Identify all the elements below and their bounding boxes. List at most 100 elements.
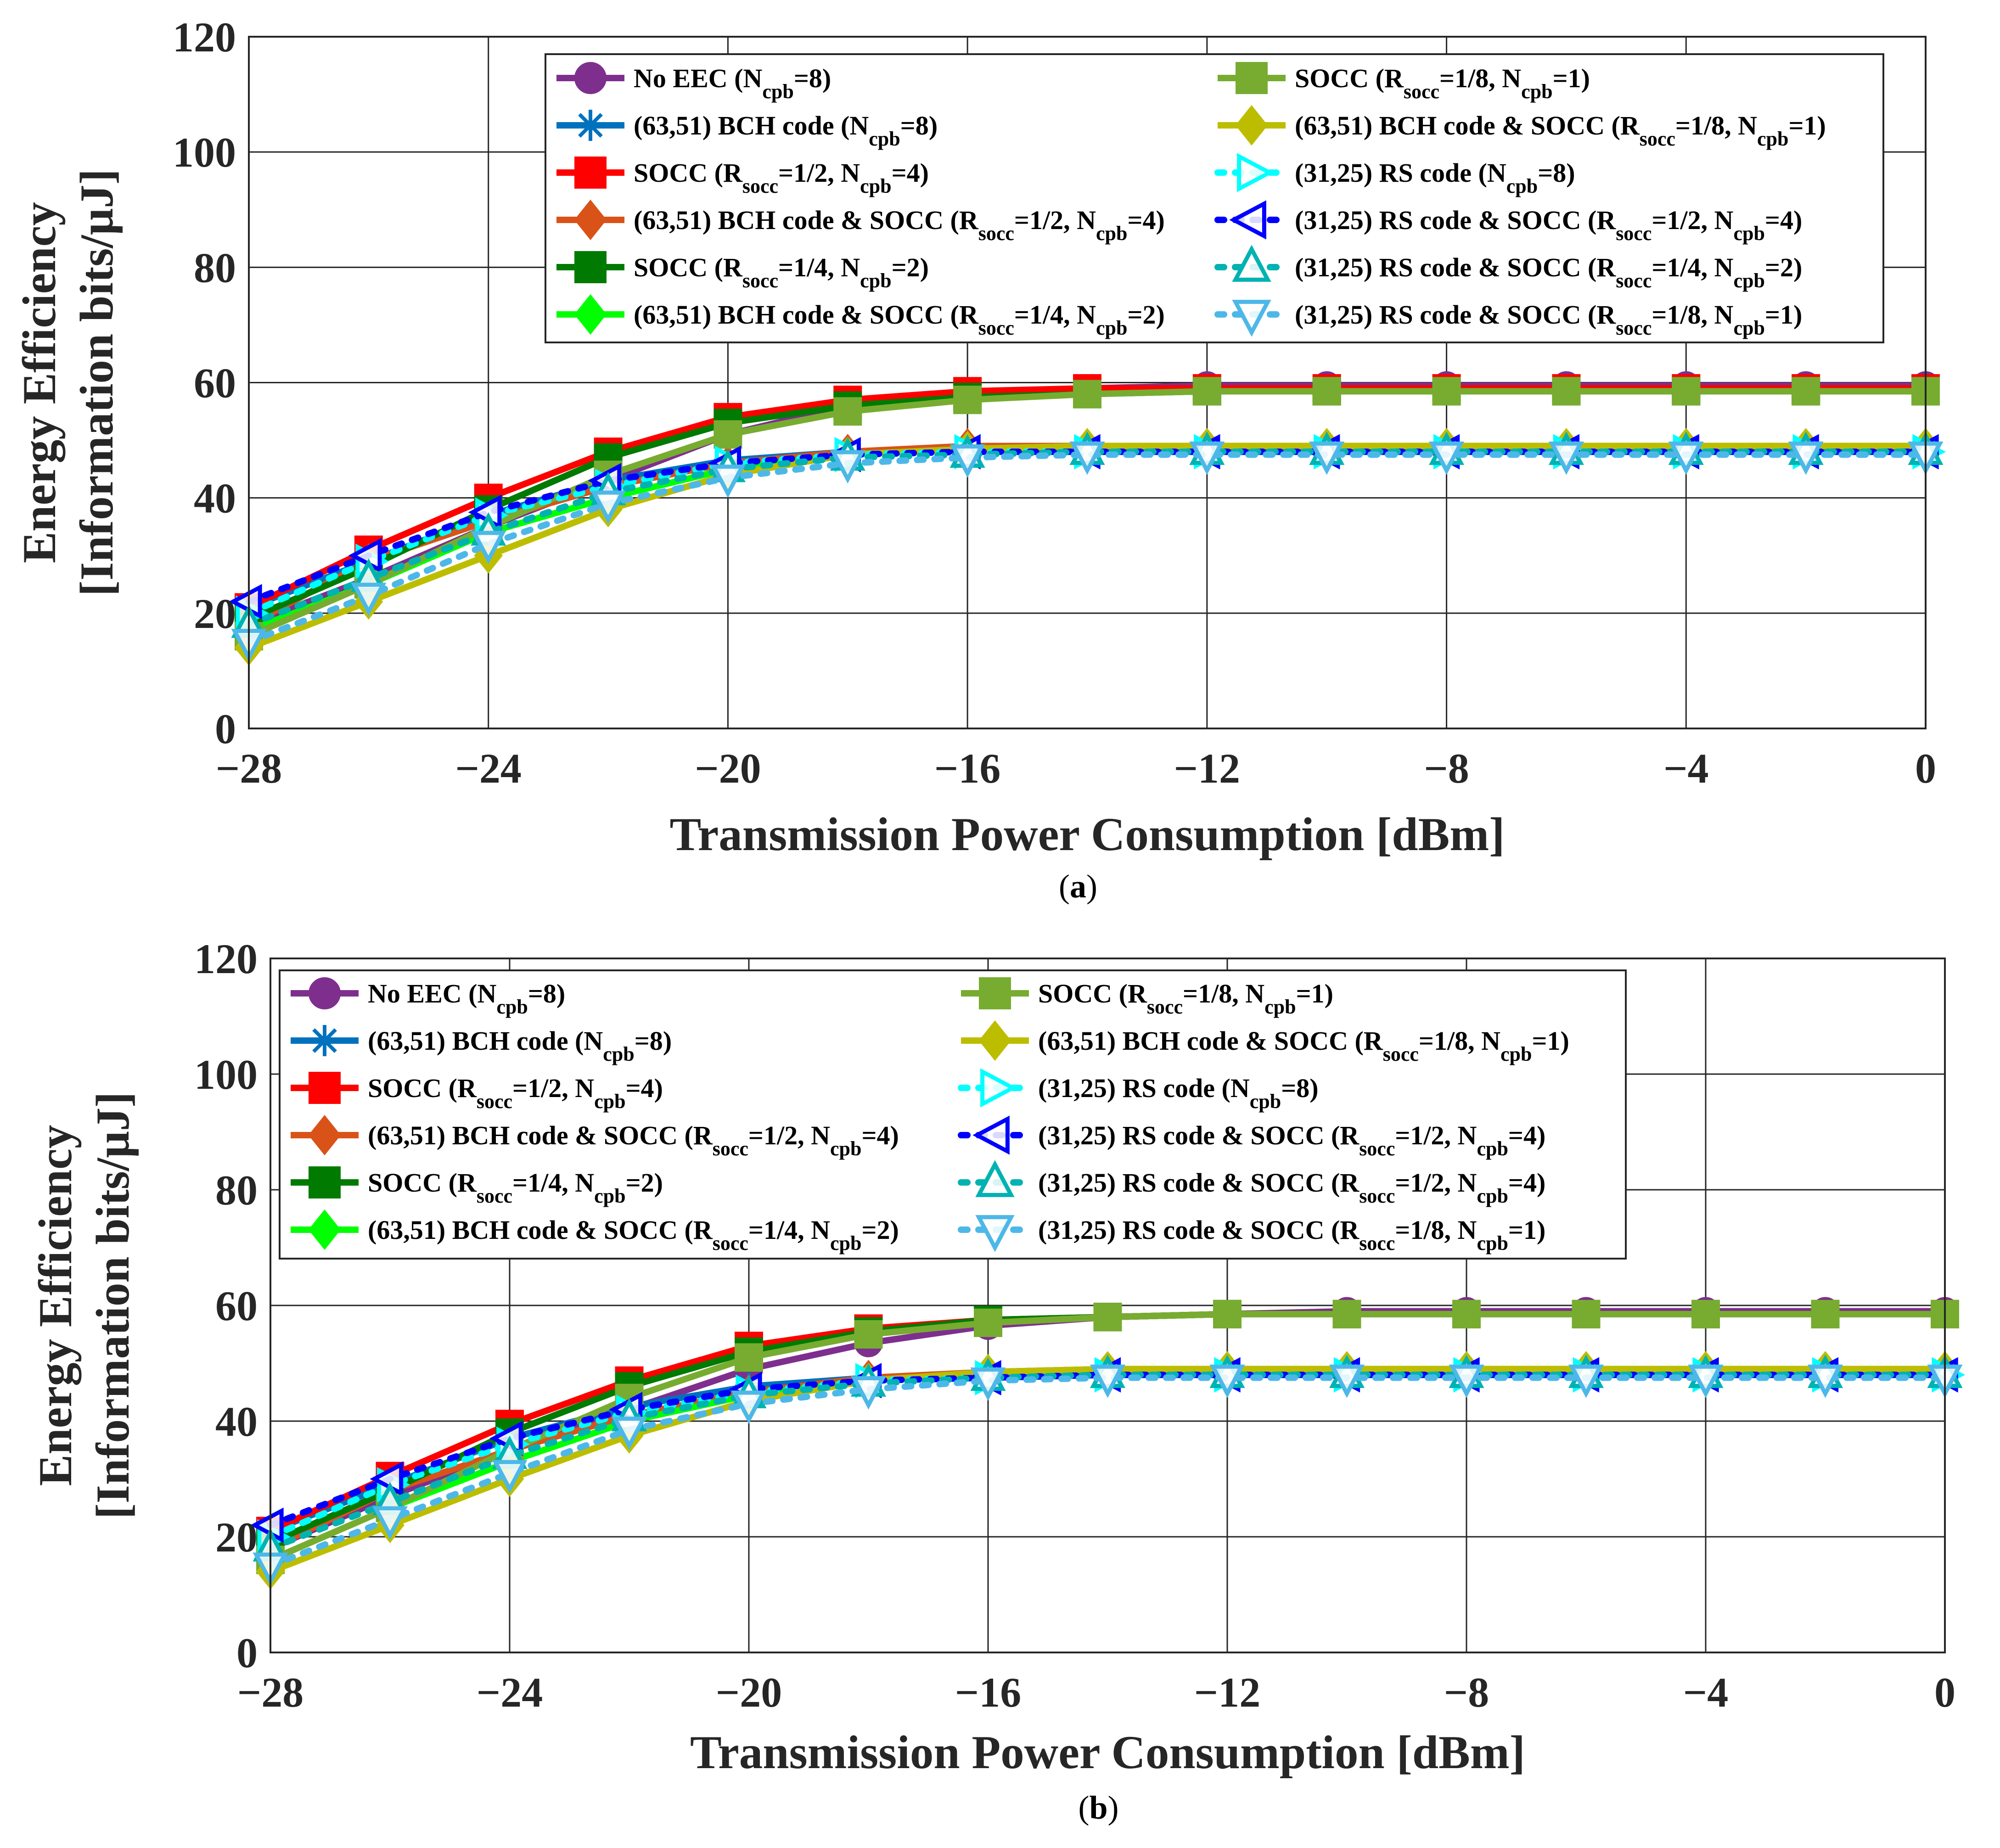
legend-marker bbox=[975, 1215, 1015, 1252]
legend-series-name: (63,51) BCH code & SOCC ( bbox=[1295, 111, 1620, 140]
x-tick-label: −4 bbox=[1663, 745, 1708, 792]
series-line bbox=[267, 1374, 1948, 1569]
legend-param-symbol: N bbox=[1502, 63, 1521, 93]
legend-marker bbox=[980, 1068, 1017, 1108]
legend-series-name: SOCC ( bbox=[1038, 979, 1128, 1008]
legend-param-symbol: N bbox=[575, 1168, 594, 1198]
y-axis-label-line2: [Information bits/μJ] bbox=[71, 169, 123, 596]
legend-label: (63,51) BCH code & SOCC (Rsocc=1/2, Ncpb… bbox=[634, 205, 1165, 245]
legend-item: SOCC (Rsocc=1/4, Ncpb=2) bbox=[291, 1166, 663, 1207]
legend-param-subscript: cpb bbox=[830, 1232, 861, 1254]
legend-series-name: SOCC ( bbox=[1295, 63, 1384, 93]
legend-series-name: (63,51) BCH code & SOCC ( bbox=[368, 1215, 693, 1245]
legend-label: (31,25) RS code & SOCC (Rsocc=1/8, Ncpb=… bbox=[1038, 1215, 1545, 1254]
legend-close-paren: ) bbox=[1793, 300, 1802, 330]
legend-marker bbox=[1237, 153, 1274, 192]
legend-param-subscript: socc bbox=[1404, 80, 1439, 103]
legend-item: No EEC (Ncpb=8) bbox=[291, 977, 565, 1018]
legend-marker bbox=[978, 1020, 1011, 1061]
legend-close-paren: ) bbox=[654, 1073, 663, 1103]
data-point bbox=[1811, 1299, 1840, 1328]
legend-series-name: No EEC ( bbox=[368, 979, 477, 1008]
legend-param-value: =2 bbox=[861, 1215, 890, 1245]
legend-param-symbol: R bbox=[1340, 1215, 1360, 1245]
legend-close-paren: ) bbox=[1537, 1120, 1545, 1150]
legend-param-value: =8 bbox=[635, 1026, 663, 1056]
legend-param-value: =4 bbox=[1508, 1168, 1537, 1198]
legend-series-name: (31,25) RS code ( bbox=[1295, 158, 1487, 188]
legend-param-symbol: R bbox=[693, 1120, 713, 1150]
legend-param-subscript: cpb bbox=[1733, 269, 1764, 292]
legend-param-symbol: R bbox=[457, 1073, 477, 1103]
legend-param-value: =1/2, bbox=[1395, 1120, 1457, 1150]
legend-series-name: SOCC ( bbox=[368, 1168, 457, 1198]
legend-param-subscript: cpb bbox=[1500, 1043, 1532, 1065]
legend-param-value: =1/8, bbox=[1652, 300, 1714, 330]
axis-tick-labels: −28 −24 −20 −16 −12 −8 −4 0 0 20 40 60 80 100 120 bbox=[194, 935, 1955, 1716]
legend-label: No EEC (Ncpb=8) bbox=[634, 63, 831, 103]
legend-label: SOCC (Rsocc=1/2, Ncpb=4) bbox=[368, 1073, 663, 1113]
data-point bbox=[250, 1507, 284, 1543]
data-point bbox=[611, 1417, 647, 1450]
data-point bbox=[731, 1390, 767, 1424]
legend-param-value: =8 bbox=[900, 111, 929, 140]
legend-label: (63,51) BCH code & SOCC (Rsocc=1/8, Ncpb… bbox=[1295, 111, 1826, 150]
legend-param-value: =1/4, bbox=[1014, 300, 1077, 330]
legend-close-paren: ) bbox=[890, 1120, 899, 1150]
legend-param-subscript: cpb bbox=[1096, 317, 1127, 339]
legend-param-subscript: socc bbox=[1359, 1137, 1395, 1160]
legend-param-symbol: R bbox=[1340, 1168, 1360, 1198]
legend-param-value: =1/2, bbox=[1652, 205, 1714, 235]
series-line bbox=[246, 451, 1929, 645]
legend-close-paren: ) bbox=[1793, 205, 1802, 235]
data-point bbox=[1807, 1364, 1843, 1398]
legend-close-paren: ) bbox=[920, 158, 929, 188]
legend-param-symbol: N bbox=[1245, 979, 1264, 1008]
legend-param-subscript: cpb bbox=[1477, 1185, 1508, 1207]
legend-label: (31,25) RS code & SOCC (Rsocc=1/2, Ncpb=… bbox=[1295, 205, 1802, 245]
legend-label: (63,51) BCH code & SOCC (Rsocc=1/4, Ncpb… bbox=[368, 1215, 899, 1254]
legend-marker bbox=[309, 1072, 341, 1104]
legend-param-value: =1/4, bbox=[512, 1168, 575, 1198]
legend-param-subscript: socc bbox=[1616, 317, 1652, 339]
data-point bbox=[1668, 441, 1704, 475]
data-point bbox=[1568, 1364, 1604, 1398]
legend-marker bbox=[1232, 245, 1271, 282]
y-tick-label: 60 bbox=[215, 1282, 258, 1329]
legend-label: (63,51) BCH code & SOCC (Rsocc=1/2, Ncpb… bbox=[368, 1120, 899, 1160]
plot-frame bbox=[248, 36, 1927, 729]
legend-param-value: =1/2, bbox=[512, 1073, 575, 1103]
legend-param-symbol: N bbox=[584, 1026, 603, 1056]
legend-param-value: =1/2, bbox=[778, 158, 841, 188]
legend-param-symbol: N bbox=[849, 111, 869, 140]
legend-series-name: (31,25) RS code & SOCC ( bbox=[1038, 1168, 1340, 1198]
data-point bbox=[1069, 441, 1105, 475]
legend-param-value: =8 bbox=[1538, 158, 1566, 188]
legend-param-value: =4 bbox=[1508, 1120, 1537, 1150]
legend-series-name: (31,25) RS code ( bbox=[1038, 1073, 1230, 1103]
panel-label: (a) bbox=[1059, 868, 1097, 905]
legend-item: (63,51) BCH code (Ncpb=8) bbox=[291, 1025, 672, 1065]
legend-param-value: =4 bbox=[1765, 205, 1793, 235]
legend-label: (31,25) RS code & SOCC (Rsocc=1/8, Ncpb=… bbox=[1295, 300, 1802, 339]
legend-close-paren: ) bbox=[822, 63, 831, 93]
legend-item: (63,51) BCH code & SOCC (Rsocc=1/8, Ncpb… bbox=[961, 1020, 1569, 1065]
data-point bbox=[1672, 377, 1701, 406]
legend-param-subscript: socc bbox=[1383, 1043, 1419, 1065]
legend-param-subscript: socc bbox=[978, 317, 1014, 339]
legend-param-symbol: R bbox=[1596, 205, 1616, 235]
legend-close-paren: ) bbox=[663, 1026, 672, 1056]
series-line bbox=[246, 448, 1929, 628]
y-tick-label: 80 bbox=[194, 244, 236, 291]
legend-series-name: SOCC ( bbox=[634, 252, 723, 282]
legend-param-subscript: cpb bbox=[1521, 80, 1552, 103]
legend-item: SOCC (Rsocc=1/8, Ncpb=1) bbox=[961, 977, 1333, 1018]
legend-param-subscript: cpb bbox=[1096, 222, 1127, 245]
legend-param-subscript: cpb bbox=[860, 269, 891, 292]
legend-param-symbol: N bbox=[841, 158, 860, 188]
legend-param-symbol: N bbox=[1714, 252, 1734, 282]
legend-label: SOCC (Rsocc=1/2, Ncpb=4) bbox=[634, 158, 929, 197]
y-tick-label: 20 bbox=[215, 1514, 258, 1561]
legend-param-value: =1 bbox=[1765, 300, 1793, 330]
legend-param-subscript: cpb bbox=[603, 1043, 634, 1065]
